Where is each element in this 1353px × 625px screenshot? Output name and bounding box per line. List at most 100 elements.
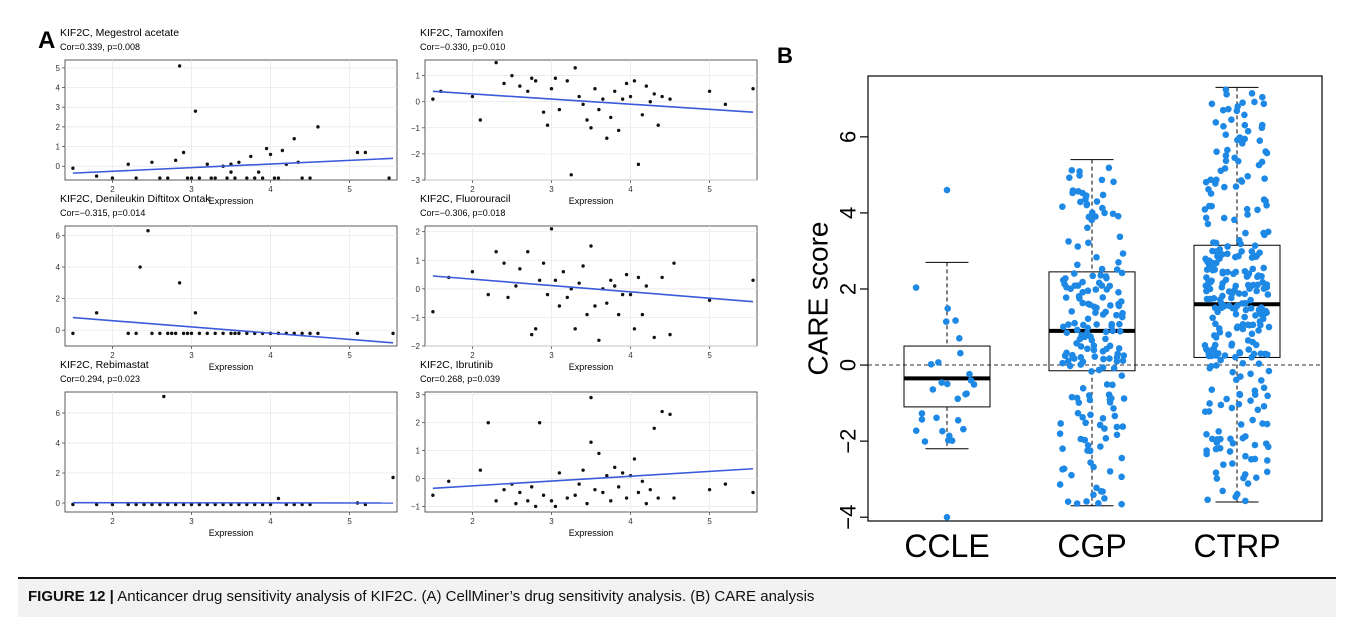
data-point [656,123,660,127]
scatter-subtitle: Cor=0.268, p=0.039 [420,374,500,384]
care-point [1090,491,1097,499]
data-point [166,331,170,336]
care-y-tick-label: 0 [836,359,861,371]
data-point [237,331,241,336]
data-point [268,152,273,157]
x-tick-label: 2 [110,351,115,360]
y-tick-label: −2 [411,150,421,159]
data-point [110,502,115,507]
data-point [126,162,130,166]
y-tick-label: 0 [416,285,421,294]
care-point [1247,296,1254,304]
data-point [158,331,162,336]
care-point [1213,475,1221,482]
data-point [355,331,360,336]
data-point [276,496,281,501]
regression-line [72,316,394,344]
care-point [1068,166,1076,174]
data-point [585,501,589,506]
care-point [1106,399,1114,406]
data-point [292,136,296,141]
data-point [624,496,629,500]
y-tick-label: 2 [56,123,61,132]
data-point [166,502,170,507]
data-point [146,229,150,233]
care-point [1232,493,1239,501]
data-point [636,275,641,280]
y-tick-label: 6 [56,231,61,240]
care-point [954,395,962,403]
care-point [1265,367,1273,375]
care-point [1242,497,1249,505]
care-point [1120,395,1128,402]
care-point [1208,277,1215,285]
data-point [533,79,538,83]
care-point [1065,238,1072,245]
care-point [1261,350,1269,358]
x-tick-label: 3 [549,517,554,526]
care-point [1212,352,1220,359]
data-point [526,89,530,94]
y-tick-label: 3 [416,391,421,400]
care-point [1219,268,1227,276]
care-point [918,410,926,417]
care-point [1076,168,1083,175]
care-point [1217,401,1225,409]
data-point [557,471,562,475]
data-point [609,115,613,120]
care-point [1063,349,1070,357]
data-point [110,176,115,180]
care-point [1239,325,1247,333]
care-point [944,437,952,444]
care-point [1201,206,1209,213]
data-point [549,86,554,91]
care-point [1217,167,1225,175]
care-point [1065,321,1072,328]
data-point [316,331,320,336]
plot-frame [424,225,758,347]
care-point [1264,291,1272,298]
data-point [557,304,562,308]
care-point [1113,423,1121,431]
care-point [1210,265,1218,273]
data-point [632,457,637,461]
data-point [561,270,566,274]
data-point [260,176,265,180]
care-point [1260,384,1268,392]
data-point [636,490,641,495]
data-point [628,94,633,99]
x-tick-label: 3 [189,351,194,360]
care-point [1229,368,1236,376]
data-point [308,331,312,336]
scatter-title: KIF2C, Megestrol acetate [60,27,179,39]
scatter-title: KIF2C, Denileukin Diftitox Ontak [60,193,211,205]
data-point [533,504,538,509]
care-point [1205,349,1212,356]
care-point [1222,131,1230,138]
data-point [628,292,633,297]
care-point [1092,309,1099,316]
care-point [1068,308,1076,315]
care-point [1248,353,1255,361]
regression-line [432,467,754,490]
care-point [1237,373,1244,380]
care-point [1218,251,1226,258]
data-point [668,412,672,417]
care-point [929,386,937,393]
data-point [616,128,621,133]
care-point [1246,285,1253,292]
care-point [1109,327,1117,335]
care-point [1108,320,1116,328]
care-point [935,359,942,366]
data-point [530,332,534,337]
care-point [1254,273,1261,281]
data-point [213,331,217,336]
data-point [585,118,589,122]
care-point [1224,146,1231,154]
data-point [569,287,573,291]
care-point [1255,327,1262,334]
data-point [256,170,261,174]
care-point [1256,137,1264,145]
care-point [1244,127,1252,135]
care-point [1245,346,1253,353]
